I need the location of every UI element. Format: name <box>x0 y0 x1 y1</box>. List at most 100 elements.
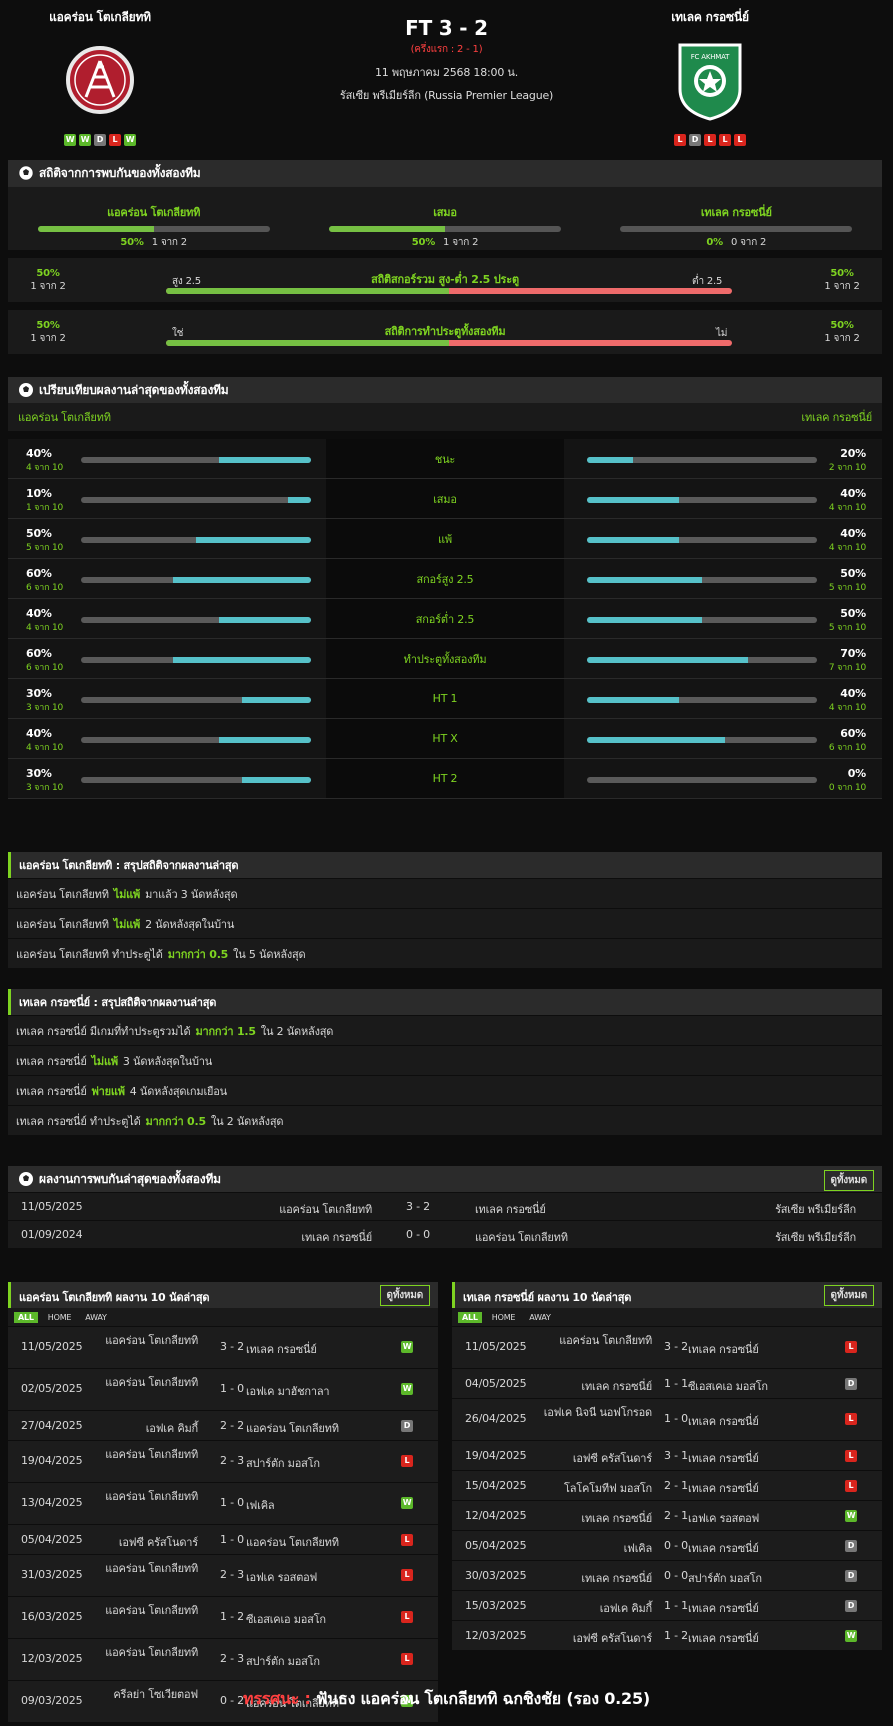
last10-match-row[interactable]: 19/04/2025 แอคร่อน โตเกลียททิ 2 - 3 สปาร์ตั… <box>8 1440 438 1482</box>
compare-section: เปรียบเทียบผลงานล่าสุดของทั้งสองทีม แอคร… <box>8 377 882 799</box>
last10-match-row[interactable]: 30/03/2025 เทเลค กรอซนี่ย์ 0 - 0 สปาร์ตัก ม… <box>452 1560 882 1590</box>
compare-home-pct: 40% <box>26 447 52 460</box>
compare-home-side: 40% 4 จาก 10 <box>8 439 326 478</box>
compare-away-count: 2 จาก 10 <box>828 463 866 473</box>
compare-away-bar <box>587 457 817 463</box>
compare-row: 10% 1 จาก 10 เสมอ 40% 4 จาก 10 <box>8 479 882 519</box>
result-badge: L <box>401 1455 413 1467</box>
match-score: 3 - 2 <box>664 1340 688 1353</box>
match-date: 11/05/2025 <box>21 1340 83 1353</box>
h2h-list-section: ผลงานการพบกันล่าสุดของทั้งสองทีม ดูทั้งห… <box>8 1166 882 1248</box>
verdict-text: ฟันธง แอคร่อน โตเกลียททิ ฉกชิงชัย (รอง 0… <box>316 1689 651 1708</box>
last10-match-row[interactable]: 12/03/2025 เอฟซี ครัสโนดาร์ 1 - 2 เทเลค กรอ… <box>452 1620 882 1650</box>
btts-left-count: 1 จาก 2 <box>30 333 66 344</box>
last10-match-row[interactable]: 05/04/2025 เอฟซี ครัสโนดาร์ 1 - 0 แอคร่อน โ… <box>8 1524 438 1554</box>
h2h-draw-bar-fill <box>328 226 445 232</box>
match-score: 0 - 0 <box>664 1569 688 1582</box>
match-away: สปาร์ตัก มอสโก <box>688 1572 762 1585</box>
h2h-away-count: 0 จาก 2 <box>731 237 767 248</box>
last10-match-row[interactable]: 15/03/2025 เอฟเค คิมกี้ 1 - 1 เทเลค กรอซนี่… <box>452 1590 882 1620</box>
compare-away-value: 40% 4 จาก 10 <box>829 687 866 714</box>
compare-home-count: 1 จาก 10 <box>26 503 64 513</box>
compare-home-pct: 30% <box>26 687 52 700</box>
match-away: แอคร่อน โตเกลียททิ <box>246 1536 339 1549</box>
home-last10-title: แอคร่อน โตเกลียททิ ผลงาน 10 นัดล่าสุด <box>19 1291 210 1304</box>
away-summary-rows: เทเลค กรอซนี่ย์ มีเกมที่ทำประตูรวมได้ มาก… <box>8 1015 882 1135</box>
match-home: แอคร่อน โตเกลียททิ <box>105 1490 198 1503</box>
last10-match-row[interactable]: 13/04/2025 แอคร่อน โตเกลียททิ 1 - 0 เฟเคิล W <box>8 1482 438 1524</box>
tab-all[interactable]: ALL <box>14 1311 38 1323</box>
match-away: ซีเอสเคเอ มอสโก <box>688 1380 768 1393</box>
summary-row: แอคร่อน โตเกลียททิ ทำประตูได้ มากกว่า 0.5… <box>8 938 882 968</box>
h2h-home-bar <box>37 226 270 232</box>
h2h-stats-title: สถิติจากการพบกันของทั้งสองทีม <box>39 165 201 180</box>
match-date: 05/04/2025 <box>21 1533 83 1546</box>
away-crest-icon: FC AKHMAT <box>678 43 742 121</box>
result-badge: L <box>845 1450 857 1462</box>
match-date: 19/04/2025 <box>21 1454 83 1467</box>
compare-away-pct: 40% <box>840 487 866 500</box>
home-last10-rows: 11/05/2025 แอคร่อน โตเกลียททิ 3 - 2 เทเลค ก… <box>8 1326 438 1722</box>
compare-away-side: 50% 5 จาก 10 <box>564 599 882 638</box>
match-home: แอคร่อน โตเกลียททิ <box>105 1376 198 1389</box>
home-team-name: แอคร่อน โตเกลียททิ <box>49 10 151 24</box>
last10-match-row[interactable]: 12/04/2025 เทเลค กรอซนี่ย์ 2 - 1 เอฟเค รอสต… <box>452 1500 882 1530</box>
home-crest-icon <box>66 46 134 114</box>
form-badge: L <box>674 134 686 146</box>
last10-match-row[interactable]: 15/04/2025 โลโคโมทีฟ มอสโก 2 - 1 เทเลค กรอซ… <box>452 1470 882 1500</box>
last10-match-row[interactable]: 11/05/2025 แอคร่อน โตเกลียททิ 3 - 2 เทเลค ก… <box>452 1326 882 1368</box>
last10-match-row[interactable]: 19/04/2025 เอฟซี ครัสโนดาร์ 3 - 1 เทเลค กรอ… <box>452 1440 882 1470</box>
compare-away-count: 6 จาก 10 <box>828 743 866 753</box>
compare-home-value: 60% 6 จาก 10 <box>26 567 63 594</box>
h2h-match-row[interactable]: 11/05/2025 แอคร่อน โตเกลียททิ 3 - 2 เทเลค ก… <box>8 1192 882 1220</box>
compare-home-value: 40% 4 จาก 10 <box>26 727 63 754</box>
home-last10-view-all-button[interactable]: ดูทั้งหมด <box>379 1285 430 1306</box>
last10-match-row[interactable]: 04/05/2025 เทเลค กรอซนี่ย์ 1 - 1 ซีเอสเคเอ … <box>452 1368 882 1398</box>
tab-home[interactable]: HOME <box>491 1312 516 1322</box>
last10-match-row[interactable]: 12/03/2025 แอคร่อน โตเกลียททิ 2 - 3 สปาร์ตั… <box>8 1638 438 1680</box>
compare-home-bar-fill <box>219 737 311 743</box>
match-home: โลโคโมทีฟ มอสโก <box>564 1482 652 1495</box>
h2h-view-all-button[interactable]: ดูทั้งหมด <box>823 1170 874 1191</box>
league-name: รัสเซีย พรีเมียร์ลีก (Russia Premier Lea… <box>339 89 554 102</box>
last10-match-row[interactable]: 05/04/2025 เฟเคิล 0 - 0 เทเลค กรอซนี่ย์ D <box>452 1530 882 1560</box>
h2h-match-row[interactable]: 01/09/2024 เทเลค กรอซนี่ย์ 0 - 0 แอคร่อน โต… <box>8 1220 882 1248</box>
match-date: 31/03/2025 <box>21 1568 83 1581</box>
ou-right-pct: 50% <box>830 268 854 279</box>
compare-away-bar <box>587 497 817 503</box>
tab-away[interactable]: AWAY <box>85 1312 107 1322</box>
compare-away-bar-fill <box>587 537 679 543</box>
compare-away-pct: 20% <box>840 447 866 460</box>
ou-left-count: 1 จาก 2 <box>30 281 66 292</box>
summary-subject: แอคร่อน โตเกลียททิ ทำประตูได้ <box>16 947 163 961</box>
h2h-home-bar-fill <box>37 226 154 232</box>
last10-match-row[interactable]: 31/03/2025 แอคร่อน โตเกลียททิ 2 - 3 เอฟเค ร… <box>8 1554 438 1596</box>
tab-home[interactable]: HOME <box>47 1312 72 1322</box>
last10-match-row[interactable]: 11/05/2025 แอคร่อน โตเกลียททิ 3 - 2 เทเลค ก… <box>8 1326 438 1368</box>
away-last10-view-all-button[interactable]: ดูทั้งหมด <box>823 1285 874 1306</box>
tab-all[interactable]: ALL <box>458 1311 482 1323</box>
last10-match-row[interactable]: 26/04/2025 เอฟเค นิจนี นอฟโกรอด 1 - 0 เทเลค… <box>452 1398 882 1440</box>
tab-away[interactable]: AWAY <box>529 1312 551 1322</box>
match-away: เอฟเค รอสตอฟ <box>688 1512 760 1525</box>
btts-right-label: ไม่ <box>716 328 728 339</box>
compare-away-count: 4 จาก 10 <box>828 503 866 513</box>
result-badge: W <box>401 1383 413 1395</box>
last10-match-row[interactable]: 27/04/2025 เอฟเค คิมกี้ 2 - 2 แอคร่อน โตเกล… <box>8 1410 438 1440</box>
result-badge: D <box>845 1600 857 1612</box>
home-summary-rows: แอคร่อน โตเกลียททิ ไม่แพ้ มาแล้ว 3 นัดหลัง… <box>8 878 882 968</box>
match-away: เทเลค กรอซนี่ย์ <box>688 1415 759 1428</box>
match-score: 1 - 2 <box>220 1610 244 1623</box>
match-date: 27/04/2025 <box>21 1419 83 1432</box>
home-summary-section: แอคร่อน โตเกลียททิ : สรุปสถิติจากผลงานล่… <box>8 852 882 968</box>
compare-away-side: 0% 0 จาก 10 <box>564 759 882 798</box>
last10-match-row[interactable]: 09/03/2025 ครีลย่า โซเวียตอฟ 0 - 2 แอคร่อน … <box>8 1680 438 1722</box>
match-away: เทเลค กรอซนี่ย์ <box>688 1343 759 1356</box>
match-home: แอคร่อน โตเกลียททิ <box>105 1646 198 1659</box>
compare-home-pct: 60% <box>26 567 52 580</box>
last10-match-row[interactable]: 16/03/2025 แอคร่อน โตเกลียททิ 1 - 2 ซีเอสเค… <box>8 1596 438 1638</box>
last10-match-row[interactable]: 02/05/2025 แอคร่อน โตเกลียททิ 1 - 0 เอฟเค ม… <box>8 1368 438 1410</box>
